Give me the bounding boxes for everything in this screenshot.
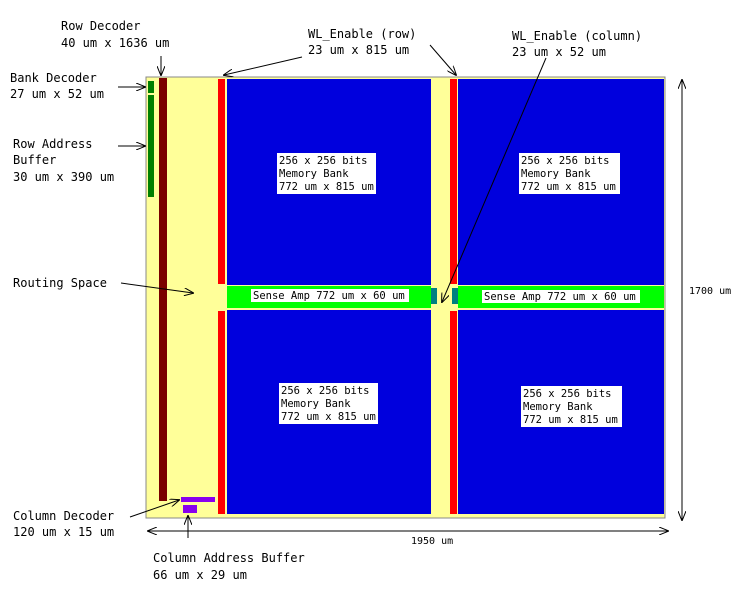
sense-amp-right-label-box [482, 290, 640, 303]
column-address-buffer-label: Column Address Buffer 66 um x 29 um [153, 551, 312, 582]
sense-amp-right-label: Sense Amp 772 um x 60 um [484, 291, 636, 303]
column-decoder-arrow [129, 500, 179, 518]
height-dimension-label: 1700 um [689, 286, 731, 297]
wl-enable-row-label: WL_Enable (row) 23 um x 815 um [308, 27, 424, 57]
column-decoder-label: Column Decoder 120 um x 15 um [13, 509, 121, 539]
wl-enable-column-left [431, 288, 437, 304]
wl-enable-row-arrow-right [429, 44, 456, 75]
wl-enable-row-arrow-left [224, 56, 303, 75]
row-decoder [159, 78, 167, 501]
wl-enable-row-bottom-right [450, 311, 457, 514]
row-address-buffer [148, 95, 154, 197]
routing-space-label: Routing Space [13, 276, 107, 290]
column-decoder [181, 497, 215, 502]
width-dimension-label: 1950 um [411, 536, 453, 547]
bank-label-box-top-right [519, 153, 620, 194]
bank-label-top-left: 256 x 256 bits Memory Bank 772 um x 815 … [279, 155, 374, 193]
wl-enable-row-top-left [218, 79, 225, 284]
bank-label-box-top-left [277, 153, 376, 194]
bank-label-box-bottom-right [521, 386, 622, 427]
sense-amp-left-label-box [251, 289, 409, 302]
bank-label-box-bottom-left [279, 383, 378, 424]
wl-enable-row-bottom-left [218, 311, 225, 514]
row-decoder-label: Row Decoder 40 um x 1636 um [61, 19, 169, 50]
sense-amp-left-label: Sense Amp 772 um x 60 um [253, 290, 405, 302]
bank-label-bottom-left: 256 x 256 bits Memory Bank 772 um x 815 … [281, 385, 376, 423]
routing-space-arrow [120, 282, 193, 293]
wl-enable-column-right [452, 288, 458, 304]
wl-enable-column-label: WL_Enable (column) 23 um x 52 um [512, 29, 649, 59]
bank-decoder [148, 81, 154, 93]
row-address-buffer-label: Row Address Buffer 30 um x 390 um [13, 137, 114, 184]
wl-enable-column-arrow [442, 57, 547, 302]
bank-label-bottom-right: 256 x 256 bits Memory Bank 772 um x 815 … [523, 388, 618, 426]
column-address-buffer [183, 505, 197, 513]
wl-enable-row-top-right [450, 79, 457, 284]
bank-label-top-right: 256 x 256 bits Memory Bank 772 um x 815 … [521, 155, 616, 193]
bank-decoder-label: Bank Decoder 27 um x 52 um [10, 71, 104, 101]
